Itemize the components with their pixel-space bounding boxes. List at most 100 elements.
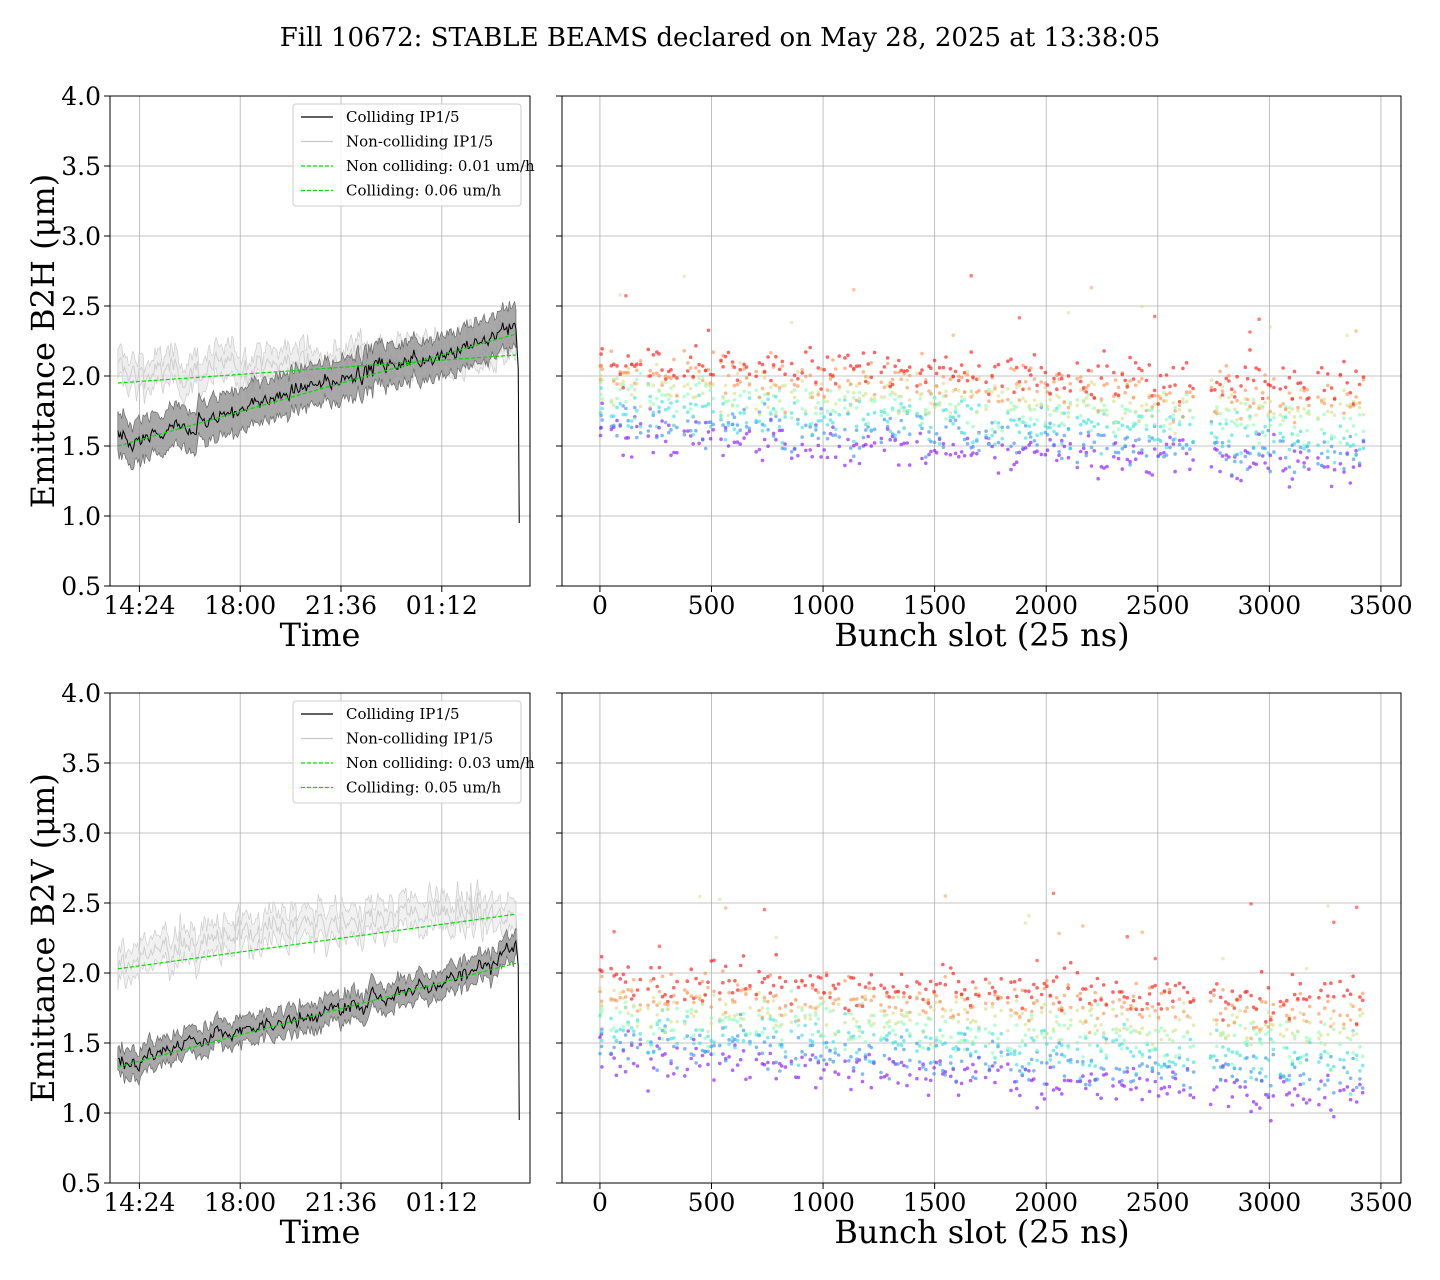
- b2h-bunch-point: [1354, 401, 1358, 406]
- b2v-bunch-point: [735, 1012, 740, 1017]
- b2h-bunch-point: [747, 383, 752, 387]
- b2h-bunch-point: [1120, 423, 1125, 428]
- b2v-bunch-point: [879, 983, 883, 988]
- b2h-bunch-point: [1305, 387, 1309, 392]
- b2h-bunch-point: [1239, 401, 1243, 405]
- b2h-bunch-point: [879, 395, 884, 399]
- b2v-bunch-point: [1048, 1058, 1053, 1062]
- b2v-bunch-point: [754, 1057, 759, 1062]
- b2v-bunch-point: [860, 1004, 865, 1008]
- b2h-bunch-point: [808, 425, 812, 429]
- b2v-bunch-point: [1251, 1005, 1256, 1010]
- b2v-bunch-point: [1223, 1006, 1228, 1011]
- b2v-bunch-point: [1134, 1029, 1138, 1034]
- b2v-bunch-point: [1266, 1092, 1271, 1097]
- b2h-bunch-point: [1092, 396, 1097, 400]
- b2v-bunch-point: [760, 1006, 765, 1010]
- b2h-time-ytick-label: 3.0: [61, 222, 101, 251]
- b2h-bunch-point: [879, 413, 884, 418]
- b2h-bunch-point: [1263, 461, 1267, 465]
- b2v-bunch-point: [869, 973, 874, 977]
- b2v-bunch-point: [1075, 1008, 1080, 1013]
- b2v-bunch-point: [735, 1034, 740, 1038]
- b2v-bunch-point: [1089, 1072, 1094, 1076]
- b2v-bunch-point: [1304, 1019, 1309, 1024]
- b2v-bunch-point: [698, 994, 702, 998]
- b2h-bunch-point: [744, 421, 749, 425]
- b2h-bunch-point: [789, 456, 794, 461]
- b2v-bunch-point: [1131, 994, 1136, 999]
- b2h-bunch-point: [738, 411, 742, 415]
- b2v-bunch-point: [860, 995, 865, 999]
- b2h-bunch-point: [990, 433, 994, 438]
- b2h-bunch-point: [1000, 390, 1004, 394]
- b2v-bunch-point: [983, 1027, 988, 1031]
- b2v-bunch-point: [1360, 1063, 1365, 1068]
- b2h-bunch-point: [977, 364, 981, 368]
- b2h-bunch-point: [1298, 450, 1303, 455]
- b2v-bunch-point: [669, 1028, 673, 1033]
- b2v-bunch-point: [692, 1037, 696, 1042]
- b2h-bunch-point: [1039, 431, 1044, 436]
- b2h-bunch-point: [1345, 392, 1349, 397]
- b2h-bunch-point: [1351, 443, 1356, 447]
- b2h-bunch-point: [672, 450, 676, 455]
- b2h-bunch-point: [937, 391, 942, 395]
- b2h-bunch-point: [864, 428, 868, 432]
- b2h-bunch-point: [1281, 415, 1285, 419]
- b2h-bunch-point: [1137, 437, 1141, 442]
- b2v-bunch-point: [738, 1012, 743, 1017]
- b2v-bunch-point: [649, 1040, 653, 1044]
- b2v-bunch-point: [1326, 999, 1330, 1004]
- b2h-bunch-point: [1227, 444, 1231, 448]
- b2v-bunch-point: [851, 976, 856, 980]
- b2h-bunch-point: [777, 385, 782, 390]
- b2v-bunch-point: [1348, 992, 1353, 996]
- b2v-bunch-point: [1171, 1060, 1175, 1065]
- b2h-bunch-point: [769, 378, 773, 383]
- b2h-bunch-point: [638, 404, 643, 409]
- b2h-bunch-point: [833, 410, 838, 415]
- b2v-bunch-point: [1191, 1023, 1196, 1027]
- b2v-bunch-point: [949, 1061, 953, 1065]
- b2v-bunch-point: [849, 1037, 853, 1041]
- b2v-bunch-point: [738, 1016, 743, 1021]
- b2v-bunch-point: [1360, 1011, 1365, 1015]
- b2v-bunch-point: [851, 1069, 856, 1073]
- b2v-bunch-point: [943, 1041, 948, 1045]
- b2h-bunch-point: [1045, 404, 1050, 409]
- b2h-bunch-point: [1081, 419, 1086, 424]
- b2h-bunch-point: [957, 389, 961, 393]
- b2h-bunch-point: [638, 422, 643, 426]
- b2v-bunch-point: [1185, 1030, 1190, 1034]
- b2v-bunch-point: [757, 1033, 761, 1038]
- b2v-bunch-point: [735, 1038, 740, 1043]
- b2h-bunch-point: [1123, 378, 1127, 383]
- b2v-bunch-point: [1317, 1030, 1321, 1035]
- b2v-bunch-point: [915, 1022, 919, 1026]
- b2h-bunch-point: [1251, 401, 1256, 406]
- b2h-bunch-point: [1245, 397, 1250, 402]
- b2h-bunch-point: [1116, 427, 1121, 432]
- b2v-bunch-point: [1319, 1056, 1323, 1060]
- b2v-time-ytick-label: 3.0: [61, 819, 101, 848]
- b2h-bunch-point: [626, 424, 630, 428]
- b2h-bunch-point: [843, 394, 847, 399]
- b2v-bunch-point: [956, 1093, 961, 1097]
- b2h-bunch-point: [771, 407, 776, 411]
- b2v-bunch-point: [968, 1051, 973, 1056]
- b2h-bunch-point: [1268, 383, 1273, 388]
- b2v-bunch-point: [646, 1050, 650, 1055]
- b2h-bunch-point: [816, 393, 821, 397]
- b2v-bunch-point: [1319, 1020, 1323, 1024]
- b2v-bunch-point: [1029, 1013, 1034, 1017]
- b2h-bunch-point: [1329, 433, 1334, 438]
- b2v-bunch-point: [1182, 1088, 1186, 1092]
- b2h-bunch-scatter-points: [598, 273, 1366, 489]
- b2h-bunch-point: [1287, 447, 1292, 452]
- b2v-bunch-point-outlier: [1125, 934, 1130, 939]
- b2h-bunch-point: [766, 391, 770, 396]
- b2h-bunch-xtick-label: 3000: [1238, 591, 1302, 620]
- b2h-bunch-point: [1062, 433, 1067, 438]
